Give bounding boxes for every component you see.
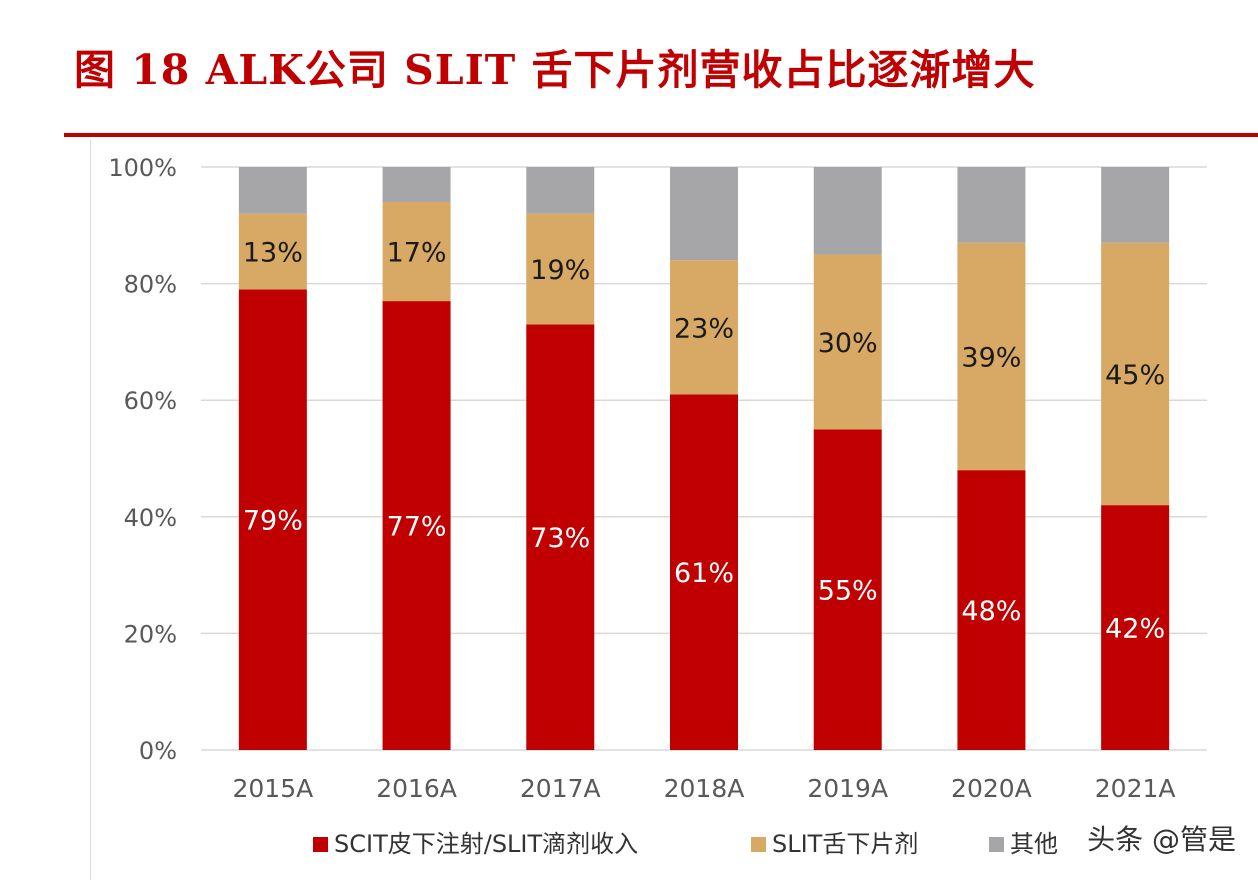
bar-segment (670, 260, 738, 395)
data-label: 73% (530, 523, 590, 554)
bar-segment (1101, 242, 1170, 506)
bar-segment (813, 429, 882, 750)
data-label: 79% (243, 506, 303, 537)
x-tick-label: 2020A (951, 774, 1032, 803)
bar-segment (813, 254, 882, 430)
y-tick-label: 60% (124, 387, 177, 415)
data-label: 23% (674, 313, 734, 344)
bar-segment (526, 213, 595, 325)
bar-segment (526, 324, 595, 750)
watermark: 头条 @管是 (1087, 823, 1236, 856)
data-label: 13% (243, 238, 303, 269)
bar-segment (1101, 505, 1170, 750)
y-tick-label: 0% (139, 737, 177, 765)
bar-segment (238, 167, 307, 214)
x-tick-label: 2021A (1095, 774, 1176, 803)
data-label: 61% (674, 558, 734, 589)
bar-segment (957, 242, 1026, 471)
data-label: 19% (530, 255, 590, 286)
x-tick-label: 2015A (232, 774, 313, 803)
bar-segment (526, 167, 595, 214)
chart-frame: 0% 20% 40% 60% 80% 100% 79% 13% 77% 17% 73% 19% 61%… (90, 140, 1258, 880)
data-label: 48% (961, 596, 1021, 627)
data-labels: 79% 13% 77% 17% 73% 19% 61% 23% 55% 30% 48% 39% 42% 4… (243, 238, 1165, 645)
legend-label: SCIT皮下注射/SLIT滴剂收入 (334, 830, 638, 858)
bars (238, 167, 1170, 750)
data-label: 30% (818, 328, 878, 359)
bar-segment (813, 167, 882, 255)
x-axis-ticks: 2015A 2016A 2017A 2018A 2019A 2020A 2021A (232, 774, 1175, 803)
stacked-bar-chart: 0% 20% 40% 60% 80% 100% 79% 13% 77% 17% 73% 19% 61%… (108, 154, 1207, 858)
x-tick-label: 2019A (807, 774, 888, 803)
legend-swatch (313, 837, 328, 852)
data-label: 17% (387, 238, 447, 269)
y-axis-ticks: 0% 20% 40% 60% 80% 100% (108, 154, 177, 765)
bar-segment (238, 289, 307, 750)
data-label: 45% (1105, 360, 1165, 391)
legend: SCIT皮下注射/SLIT滴剂收入 SLIT舌下片剂 其他 (313, 830, 1058, 858)
bar-segment (382, 301, 451, 750)
y-tick-label: 100% (108, 154, 177, 182)
legend-swatch (989, 837, 1004, 852)
title-divider (64, 133, 1258, 137)
legend-label: SLIT舌下片剂 (772, 830, 918, 858)
bar-segment (238, 213, 307, 290)
data-label: 77% (387, 512, 447, 543)
bar-segment (957, 167, 1026, 243)
x-tick-label: 2018A (664, 774, 745, 803)
bar-segment (382, 167, 451, 202)
bar-segment (382, 201, 451, 302)
data-label: 55% (818, 576, 878, 607)
bar-segment (957, 470, 1026, 750)
data-label: 39% (961, 342, 1021, 373)
x-tick-label: 2016A (376, 774, 457, 803)
bar-segment (670, 167, 738, 261)
bar-segment (670, 394, 738, 750)
bar-segment (1101, 167, 1170, 243)
x-tick-label: 2017A (520, 774, 601, 803)
y-tick-label: 20% (124, 620, 177, 648)
legend-swatch (751, 837, 766, 852)
legend-label: 其他 (1010, 830, 1058, 858)
chart-title: 图 18 ALK公司 SLIT 舌下片剂营收占比逐渐增大 (74, 46, 1036, 94)
y-tick-label: 40% (124, 504, 177, 532)
data-label: 42% (1105, 614, 1165, 645)
y-tick-label: 80% (124, 271, 177, 299)
